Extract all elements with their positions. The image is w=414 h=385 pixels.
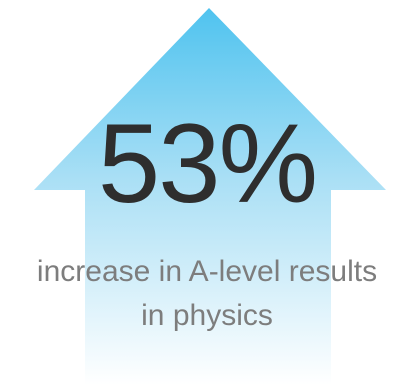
stat-value: 53% bbox=[97, 101, 318, 226]
stat-caption: increase in A-level results in physics bbox=[0, 250, 414, 338]
stat-caption-line-1: increase in A-level results bbox=[36, 255, 378, 288]
stat-caption-line-2: in physics bbox=[141, 299, 273, 332]
